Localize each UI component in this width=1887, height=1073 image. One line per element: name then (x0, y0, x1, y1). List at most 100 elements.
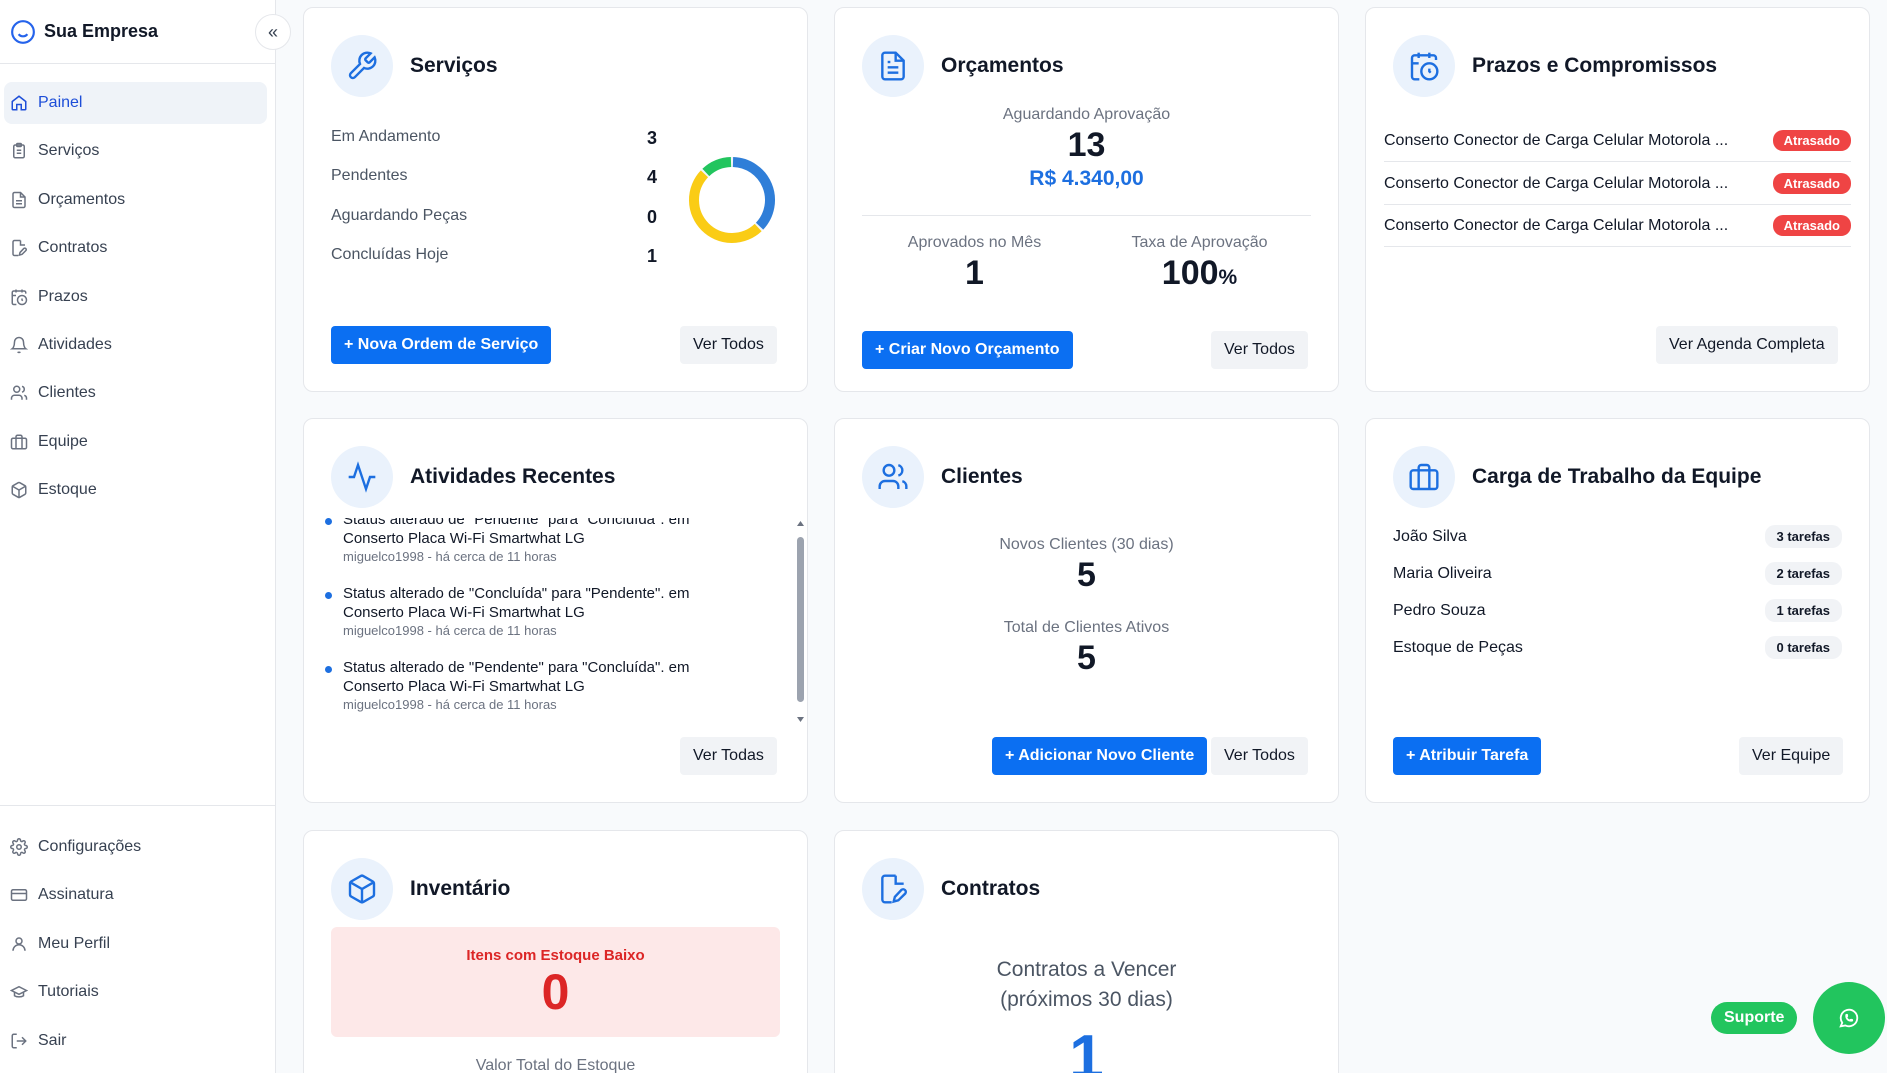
atribuir-tarefa-button[interactable]: + Atribuir Tarefa (1393, 737, 1542, 775)
sidebar: Sua Empresa « Painel Serviços Orçamentos… (0, 0, 291, 1073)
criar-orcamento-button[interactable]: + Criar Novo Orçamento (862, 331, 1073, 369)
team-member-row: Maria Oliveira 2 tarefas (1393, 562, 1842, 585)
ver-todos-orcamentos-button[interactable]: Ver Todos (1211, 331, 1308, 369)
gear-icon (10, 838, 28, 856)
taxa-value: 100 (1161, 254, 1219, 292)
activity-line2: Conserto Placa Wi-Fi Smartwhat LG (343, 530, 585, 547)
clipboard-icon (13, 143, 25, 159)
file-edit-icon (862, 858, 924, 920)
taxa-aprovacao: Taxa de Aprovação 100% (1087, 234, 1312, 293)
donut-slice (702, 157, 732, 177)
activity-list[interactable]: Status alterado de "Pendente" para "Conc… (322, 518, 798, 723)
status-badge: Atrasado (1772, 215, 1851, 236)
card-title: Contratos (941, 877, 1041, 900)
sidebar-item-servicos[interactable]: Serviços (4, 130, 267, 172)
prazo-item[interactable]: Conserto Conector de Carga Celular Motor… (1384, 205, 1851, 247)
sidebar-item-label: Sair (38, 1031, 67, 1049)
card-header: Carga de Trabalho da Equipe (1393, 446, 1761, 508)
member-name: Pedro Souza (1393, 601, 1486, 619)
contratos-vencer-count: 1 (1069, 1023, 1104, 1073)
activity-line1: Status alterado de "Concluída" para "Pen… (343, 585, 690, 602)
ativos-label: Total de Clientes Ativos (1003, 619, 1170, 636)
novos-count: 5 (1077, 556, 1096, 594)
sidebar-item-tutoriais[interactable]: Tutoriais (4, 971, 267, 1013)
tasks-badge: 1 tarefas (1764, 599, 1842, 622)
row-label: Em Andamento (331, 128, 441, 145)
whatsapp-button[interactable] (1813, 982, 1885, 1054)
ver-todos-servicos-button[interactable]: Ver Todos (680, 326, 777, 364)
collapse-sidebar-button[interactable]: « (255, 14, 291, 50)
users-icon (10, 385, 28, 401)
low-stock-box: Itens com Estoque Baixo 0 (331, 927, 780, 1037)
sidebar-item-assinatura[interactable]: Assinatura (4, 874, 267, 916)
novos-label: Novos Clientes (30 dias) (999, 536, 1174, 553)
inventario-card: Inventário Itens com Estoque Baixo 0 Val… (303, 830, 808, 1073)
bullet-dot (325, 592, 332, 599)
card-title: Atividades Recentes (410, 465, 616, 488)
sidebar-item-clientes[interactable]: Clientes (4, 372, 267, 414)
donut-slice (732, 157, 775, 230)
ver-todos-clientes-button[interactable]: Ver Todos (1211, 737, 1308, 775)
atividades-card: Atividades Recentes Status alterado de "… (303, 418, 808, 803)
wrench-icon (331, 35, 393, 97)
aprovados-count: 1 (965, 254, 984, 292)
sidebar-item-label: Painel (38, 94, 83, 111)
contratos-vencer-line1: Contratos a Vencer (996, 958, 1177, 981)
list-item: Status alterado de "Pendente" para "Conc… (322, 658, 690, 713)
calendar-clock-icon (1393, 35, 1455, 97)
sidebar-item-estoque[interactable]: Estoque (4, 469, 267, 511)
taxa-value-group: 100% (1087, 254, 1312, 293)
contratos-vencer-line2: (próximos 30 dias) (1000, 988, 1173, 1011)
credit-card-icon (10, 889, 28, 902)
sidebar-item-label: Contratos (38, 239, 108, 257)
prazo-item[interactable]: Conserto Conector de Carga Celular Motor… (1384, 120, 1851, 162)
brand-name: Sua Empresa (44, 21, 159, 41)
activity-meta: miguelco1998 - há cerca de 11 horas (343, 697, 557, 712)
smile-logo-icon (11, 19, 35, 44)
sidebar-item-painel[interactable]: Painel (4, 82, 267, 124)
sidebar-item-label: Estoque (38, 481, 97, 499)
aprovados-mes: Aprovados no Mês 1 (862, 234, 1087, 293)
users-icon (862, 446, 924, 508)
servicos-row: Em Andamento 3 (331, 128, 657, 149)
sidebar-item-orcamentos[interactable]: Orçamentos (4, 179, 267, 221)
contratos-vencer: Contratos a Vencer (próximos 30 dias) (862, 955, 1311, 1015)
sidebar-item-atividades[interactable]: Atividades (4, 324, 267, 366)
scroll-down-arrow-icon[interactable] (796, 715, 805, 724)
low-stock-count: 0 (541, 964, 570, 1020)
servicos-donut-chart (689, 157, 775, 243)
card-title: Orçamentos (941, 54, 1064, 77)
briefcase-icon (1393, 446, 1455, 508)
tasks-badge: 2 tarefas (1764, 562, 1842, 585)
nova-ordem-servico-button[interactable]: + Nova Ordem de Serviço (331, 326, 552, 364)
brand: Sua Empresa « (0, 0, 291, 64)
scrollbar[interactable] (796, 519, 805, 724)
sidebar-item-meu-perfil[interactable]: Meu Perfil (4, 923, 267, 965)
sidebar-item-configuracoes[interactable]: Configurações (4, 826, 267, 868)
support-button[interactable]: Suporte (1711, 1002, 1798, 1034)
ver-todas-atividades-button[interactable]: Ver Todas (680, 737, 777, 775)
status-badge: Atrasado (1772, 130, 1851, 151)
sidebar-item-sair[interactable]: Sair (4, 1020, 267, 1062)
sidebar-bottom-nav: Configurações Assinatura Meu Perfil Tuto… (0, 805, 275, 1068)
whatsapp-icon (1839, 1008, 1859, 1028)
servicos-card: Serviços Em Andamento 3 Pendentes 4 Agua… (303, 7, 808, 392)
card-header: Inventário (331, 858, 510, 920)
ver-equipe-button[interactable]: Ver Equipe (1739, 737, 1844, 775)
prazo-item[interactable]: Conserto Conector de Carga Celular Motor… (1384, 163, 1851, 205)
scroll-thumb[interactable] (797, 537, 804, 702)
sidebar-item-prazos[interactable]: Prazos (4, 276, 267, 318)
file-edit-icon (12, 239, 27, 257)
sidebar-nav: Painel Serviços Orçamentos Contratos Pra… (0, 64, 275, 511)
taxa-label: Taxa de Aprovação (1131, 234, 1268, 251)
sidebar-item-label: Atividades (38, 335, 112, 353)
adicionar-cliente-button[interactable]: + Adicionar Novo Cliente (992, 737, 1208, 775)
scroll-up-arrow-icon[interactable] (796, 519, 805, 528)
sidebar-item-equipe[interactable]: Equipe (4, 421, 267, 463)
card-title: Prazos e Compromissos (1472, 54, 1718, 77)
sidebar-item-contratos[interactable]: Contratos (4, 227, 267, 269)
card-header: Atividades Recentes (331, 446, 615, 508)
briefcase-icon (10, 434, 28, 450)
sidebar-item-label: Equipe (38, 432, 88, 450)
ver-agenda-button[interactable]: Ver Agenda Completa (1656, 326, 1838, 364)
